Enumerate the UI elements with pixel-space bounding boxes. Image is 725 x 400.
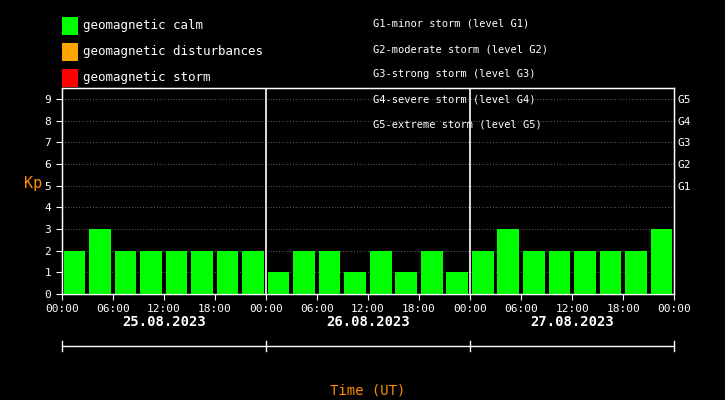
Text: G2-moderate storm (level G2): G2-moderate storm (level G2) [373, 44, 548, 54]
Bar [191, 251, 213, 294]
Text: G3-strong storm (level G3): G3-strong storm (level G3) [373, 70, 536, 80]
Bar [165, 251, 187, 294]
Text: G5-extreme storm (level G5): G5-extreme storm (level G5) [373, 120, 542, 130]
Bar [294, 251, 315, 294]
Text: geomagnetic disturbances: geomagnetic disturbances [83, 46, 263, 58]
Bar [242, 251, 264, 294]
Text: Time (UT): Time (UT) [331, 383, 405, 397]
Bar [395, 272, 417, 294]
Bar [217, 251, 239, 294]
Text: 27.08.2023: 27.08.2023 [530, 315, 614, 329]
Bar [421, 251, 442, 294]
Bar [140, 251, 162, 294]
Bar [64, 251, 86, 294]
Bar [370, 251, 392, 294]
Bar [115, 251, 136, 294]
Bar [523, 251, 544, 294]
Bar [625, 251, 647, 294]
Bar [268, 272, 289, 294]
Text: G4-severe storm (level G4): G4-severe storm (level G4) [373, 95, 536, 105]
Bar [549, 251, 571, 294]
Bar [472, 251, 494, 294]
Text: geomagnetic storm: geomagnetic storm [83, 72, 211, 84]
Text: geomagnetic calm: geomagnetic calm [83, 20, 204, 32]
Bar [600, 251, 621, 294]
Bar [650, 229, 672, 294]
Text: 25.08.2023: 25.08.2023 [122, 315, 206, 329]
Text: G1-minor storm (level G1): G1-minor storm (level G1) [373, 19, 530, 29]
Bar [344, 272, 366, 294]
Bar [497, 229, 519, 294]
Bar [447, 272, 468, 294]
Text: 26.08.2023: 26.08.2023 [326, 315, 410, 329]
Bar [574, 251, 596, 294]
Bar [89, 229, 111, 294]
Bar [319, 251, 341, 294]
Y-axis label: Kp: Kp [24, 176, 43, 191]
